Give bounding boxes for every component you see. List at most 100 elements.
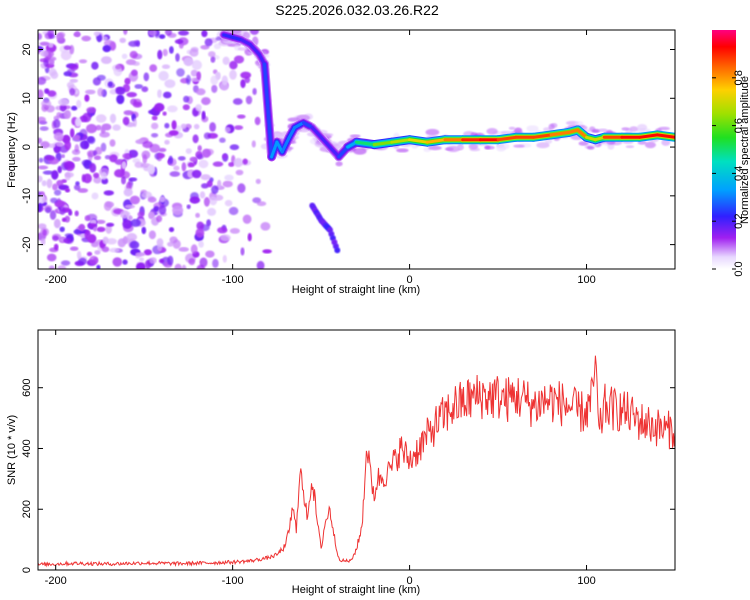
noise-blob — [198, 240, 204, 248]
noise-blob — [169, 236, 178, 244]
noise-blob — [185, 74, 191, 85]
halo-blob — [658, 126, 670, 131]
noise-blob — [122, 219, 133, 229]
noise-blob — [38, 165, 49, 170]
noise-blob — [52, 183, 58, 191]
colorbar-tick-label: 0.2 — [733, 214, 745, 229]
noise-blob — [242, 214, 252, 224]
noise-blob — [196, 221, 204, 231]
spectrogram-x-ticks: -200 -100 0 100 — [45, 30, 596, 286]
noise-blob — [133, 98, 142, 107]
noise-blob — [115, 65, 122, 70]
noise-blob — [157, 89, 162, 98]
noise-blob — [172, 205, 184, 216]
halo-blob — [425, 128, 440, 136]
noise-blob — [200, 45, 210, 50]
noise-blob — [191, 169, 202, 179]
noise-blob — [91, 61, 99, 70]
ridge-segment — [496, 135, 518, 142]
y-tick-label: 600 — [21, 379, 33, 397]
noise-blob — [44, 88, 50, 94]
noise-blob — [129, 240, 140, 249]
noise-blob — [181, 162, 187, 172]
noise-blob — [195, 228, 205, 238]
noise-blob — [74, 144, 80, 153]
noise-blob — [38, 137, 43, 144]
colorbar-tick-label: 0.4 — [733, 166, 745, 181]
noise-blob — [81, 174, 86, 183]
y-tick-label: 200 — [21, 500, 33, 518]
noise-blob — [134, 84, 143, 89]
noise-blob — [71, 105, 78, 111]
noise-blob — [245, 95, 253, 105]
noise-blob — [38, 203, 43, 212]
noise-blob — [91, 192, 99, 200]
noise-blob — [134, 161, 144, 168]
noise-blob — [51, 170, 59, 180]
noise-blob — [149, 64, 158, 72]
ridge-segment — [390, 138, 412, 144]
noise-blob — [109, 139, 116, 147]
noise-blob — [74, 117, 82, 127]
noise-blob — [105, 201, 114, 208]
noise-blob — [206, 219, 212, 227]
noise-blob — [129, 195, 140, 205]
secondary-trace-blob — [334, 247, 341, 254]
ridge-segment — [231, 35, 243, 42]
noise-blob — [200, 174, 211, 181]
noise-blob — [122, 259, 128, 265]
noise-blob — [240, 247, 245, 256]
noise-blob — [220, 234, 231, 242]
noise-blob — [92, 77, 101, 86]
noise-blob — [94, 250, 101, 255]
halo-blob — [223, 23, 230, 30]
y-tick-label: -10 — [21, 188, 33, 204]
spectrogram-x-axis-label: Height of straight line (km) — [292, 284, 420, 296]
noise-blob — [38, 157, 44, 163]
noise-blob — [69, 88, 76, 96]
noise-blob — [262, 249, 272, 254]
ridge-segment — [585, 135, 597, 142]
noise-blob — [126, 92, 137, 98]
ridge-segment — [263, 62, 274, 159]
noise-blob — [206, 180, 213, 188]
noise-blob — [95, 219, 106, 224]
noise-blob — [151, 122, 159, 130]
noise-blob — [40, 238, 46, 246]
noise-blob — [69, 78, 79, 83]
noise-blob — [86, 106, 97, 114]
y-tick-label: 20 — [21, 43, 33, 55]
noise-blob — [229, 60, 238, 70]
ridge-segment — [549, 130, 571, 137]
noise-blob — [201, 97, 211, 106]
noise-blob — [234, 125, 244, 130]
noise-blob — [42, 170, 54, 175]
noise-blob — [203, 197, 210, 207]
noise-blob — [157, 153, 165, 159]
noise-blob — [52, 235, 59, 242]
chart-title: S225.2026.032.03.26.R22 — [275, 2, 439, 18]
noise-blob — [102, 236, 109, 245]
noise-blob — [197, 145, 202, 152]
noise-blob — [123, 188, 133, 197]
noise-blob — [189, 196, 201, 204]
noise-blob — [201, 30, 208, 38]
noise-blob — [99, 131, 110, 138]
noise-blob — [235, 169, 244, 176]
noise-blob — [174, 39, 184, 44]
ridge-segment — [222, 33, 235, 39]
noise-blob — [205, 250, 215, 258]
halo-blob — [287, 117, 300, 122]
noise-blob — [222, 153, 228, 159]
noise-blob — [158, 70, 169, 81]
x-tick-label: 0 — [407, 575, 413, 587]
noise-blob — [42, 229, 47, 236]
noise-blob — [132, 61, 140, 66]
noise-blob — [78, 59, 88, 64]
ridge-segment — [240, 38, 252, 47]
noise-blob — [210, 75, 219, 85]
noise-blob — [126, 181, 132, 191]
noise-blob — [39, 126, 49, 131]
noise-blob — [59, 206, 66, 216]
noise-blob — [189, 48, 199, 57]
